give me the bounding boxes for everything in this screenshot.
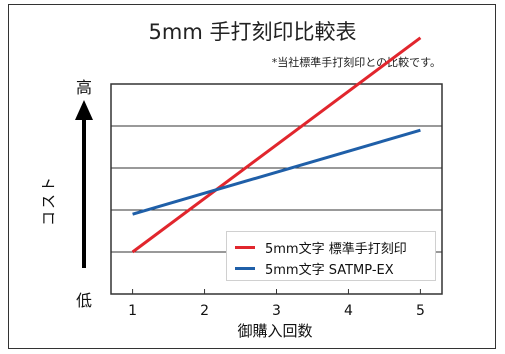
- legend-label-satmp: 5mm文字 SATMP-EX: [265, 262, 394, 278]
- arrow-head: [75, 100, 93, 120]
- chart-title: 5mm 手打刻印比較表: [148, 20, 357, 44]
- legend-item-satmp: 5mm文字 SATMP-EX: [235, 258, 394, 278]
- legend-item-standard: 5mm文字 標準手打刻印: [235, 237, 407, 257]
- x-tick-label: 2: [200, 303, 209, 319]
- x-tick-label: 5: [416, 303, 425, 319]
- x-tick-label: 4: [344, 303, 353, 319]
- legend: 5mm文字 標準手打刻印 5mm文字 SATMP-EX: [226, 231, 436, 281]
- series-line-standard: [131, 36, 422, 254]
- x-axis-label: 御購入回数: [237, 322, 313, 340]
- x-ticks: 1 2 3 4 5: [128, 289, 425, 319]
- x-tick-label: 3: [272, 303, 281, 319]
- x-tick-label: 1: [128, 303, 137, 319]
- series-line-satmp: [132, 128, 421, 216]
- legend-swatch-blue: [235, 266, 255, 270]
- series-group: [131, 36, 422, 254]
- y-low-label: 低: [75, 291, 92, 310]
- cost-arrow: [75, 100, 93, 268]
- legend-swatch-red: [235, 245, 255, 249]
- chart-note: *当社標準手打刻印との比較です。: [271, 56, 441, 69]
- y-high-label: 高: [75, 78, 92, 97]
- legend-label-standard: 5mm文字 標準手打刻印: [265, 241, 407, 257]
